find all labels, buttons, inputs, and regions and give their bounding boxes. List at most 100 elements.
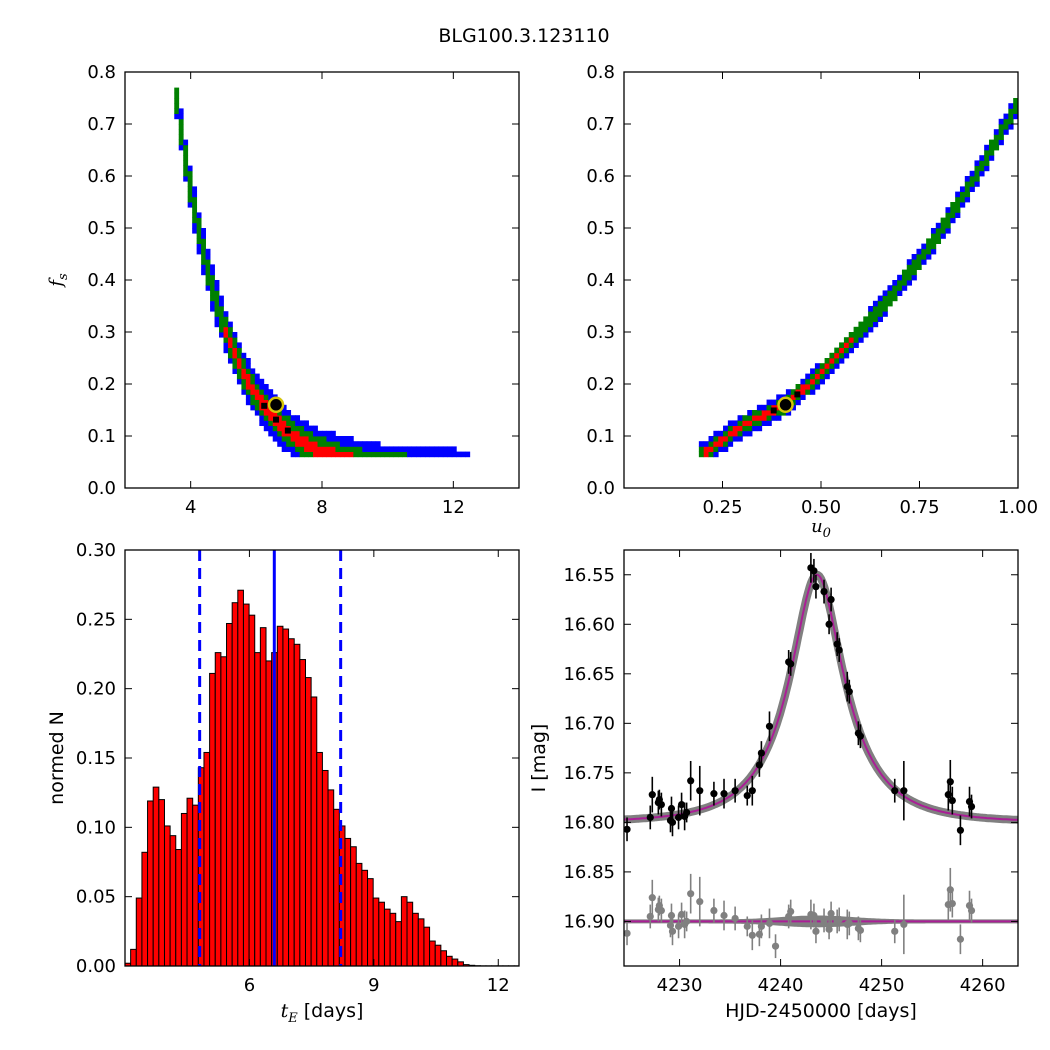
data-point — [948, 796, 956, 805]
heat-cell — [245, 384, 251, 390]
heat-cell — [304, 430, 309, 437]
histogram-bar — [446, 955, 453, 967]
residual-point — [668, 927, 677, 935]
heat-cell — [916, 248, 922, 255]
heat-cell — [210, 280, 215, 286]
heat-cell — [814, 384, 821, 390]
heat-cell — [210, 269, 215, 276]
heat-cell — [241, 363, 247, 369]
histogram-bar — [141, 851, 149, 967]
heat-cell — [766, 399, 772, 406]
heat-cell — [955, 202, 961, 208]
heat-cell — [214, 280, 220, 286]
histogram-bar — [231, 602, 239, 967]
heat-cell — [708, 436, 714, 442]
heat-cell — [1003, 124, 1009, 130]
heat-cell — [353, 441, 359, 447]
heat-cell — [959, 186, 966, 192]
data-point — [845, 688, 853, 696]
heat-cell — [196, 233, 202, 239]
heat-cell — [945, 222, 951, 229]
heat-cell — [330, 446, 336, 452]
y-tick-label: 0.6 — [586, 166, 615, 187]
x-axis-label: tE [days] — [281, 1000, 364, 1026]
data-point — [710, 790, 718, 798]
heat-cell — [219, 311, 224, 317]
heat-cell — [205, 280, 211, 286]
heat-cell — [254, 394, 260, 400]
heat-cell — [245, 358, 251, 364]
heat-cell — [969, 170, 975, 177]
heat-cell — [393, 446, 399, 452]
heat-cell — [742, 415, 748, 421]
heat-cell — [429, 451, 435, 458]
heat-cell — [921, 248, 927, 255]
heat-cell — [259, 420, 265, 426]
heat-cell — [805, 378, 811, 385]
data-point — [835, 646, 843, 654]
heat-cell — [988, 155, 995, 161]
heat-cell — [737, 420, 743, 426]
heat-cell-core — [284, 427, 291, 434]
heat-cell — [196, 212, 202, 218]
heat-cell — [223, 316, 229, 322]
heat-cell — [877, 295, 884, 302]
heat-cell — [263, 399, 269, 406]
panel-tE-histogram: 6 9 12 0.00 0.05 0.10 0.15 0.20 0.25 0.30 normed N… — [46, 540, 520, 1026]
heat-cell — [192, 212, 198, 218]
heat-cell — [174, 92, 180, 99]
heat-cell — [708, 451, 714, 458]
y-tick-label: 0.2 — [87, 374, 116, 395]
heat-cell — [756, 415, 763, 421]
heat-cell — [366, 446, 372, 452]
heat-cell — [183, 165, 189, 172]
heat-cell — [411, 446, 417, 452]
heat-cell — [348, 446, 354, 452]
heat-cell — [1008, 103, 1014, 109]
heat-cell — [407, 451, 412, 458]
residual-point — [648, 894, 656, 902]
heat-cell — [375, 446, 381, 452]
y-tick-label: 0.15 — [76, 748, 116, 769]
heat-cell — [254, 399, 260, 406]
residual-point — [623, 929, 631, 937]
data-point — [825, 620, 833, 628]
heat-cell — [959, 196, 966, 203]
data-point — [820, 588, 828, 596]
heat-cell — [219, 300, 224, 307]
heat-cell — [290, 436, 296, 442]
heat-cell — [250, 404, 256, 411]
heat-cell — [698, 446, 705, 452]
heat-cell — [272, 420, 278, 426]
heat-cell — [732, 420, 738, 426]
heat-cell — [747, 425, 753, 432]
heat-cell — [393, 451, 399, 458]
heat-cell — [245, 363, 251, 369]
heat-cell — [245, 368, 251, 374]
heat-cell — [1008, 118, 1014, 125]
heat-cell — [814, 368, 821, 374]
heat-cell — [451, 446, 457, 452]
heat-cell — [277, 425, 283, 432]
heat-cell — [299, 441, 305, 447]
heat-cell — [236, 342, 242, 348]
heat-cell — [259, 410, 265, 416]
x-tick-label: 9 — [368, 975, 379, 996]
heat-cell — [286, 420, 292, 426]
data-point — [748, 787, 756, 795]
heat-cell — [766, 410, 772, 416]
heat-cell — [438, 446, 444, 452]
heat-cell — [877, 311, 884, 317]
heat-cell — [819, 378, 825, 385]
heat-cell — [727, 441, 734, 447]
heat-cell — [718, 430, 724, 437]
heat-cell — [308, 451, 314, 458]
heat-cell — [259, 415, 265, 421]
heat-cell — [245, 394, 251, 400]
data-point — [812, 583, 820, 591]
heat-cell — [290, 446, 296, 452]
heat-cell — [872, 321, 879, 328]
heat-cell — [236, 373, 242, 380]
heat-cell — [901, 285, 908, 291]
